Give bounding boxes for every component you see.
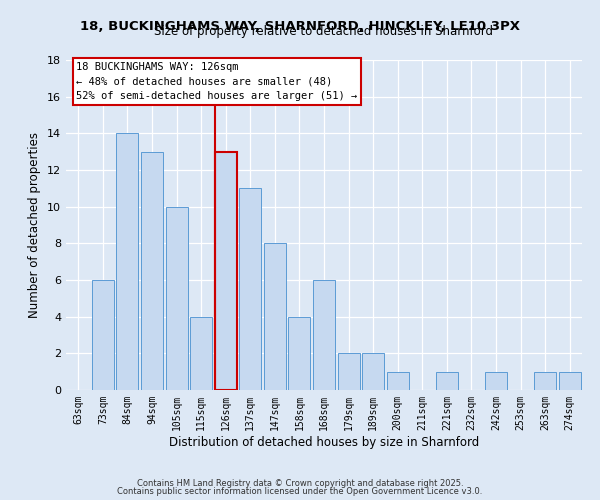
Bar [92,280,114,390]
Bar [215,152,237,390]
Bar [338,354,359,390]
Bar [485,372,507,390]
Title: Size of property relative to detached houses in Sharnford: Size of property relative to detached ho… [155,25,493,38]
Bar [190,316,212,390]
Text: Contains public sector information licensed under the Open Government Licence v3: Contains public sector information licen… [118,487,482,496]
Bar [116,134,139,390]
Text: 18, BUCKINGHAMS WAY, SHARNFORD, HINCKLEY, LE10 3PX: 18, BUCKINGHAMS WAY, SHARNFORD, HINCKLEY… [80,20,520,33]
X-axis label: Distribution of detached houses by size in Sharnford: Distribution of detached houses by size … [169,436,479,448]
Bar [239,188,262,390]
Bar [386,372,409,390]
Bar [215,152,237,390]
Bar [166,206,188,390]
Bar [289,316,310,390]
Bar [264,244,286,390]
Y-axis label: Number of detached properties: Number of detached properties [28,132,41,318]
Bar [436,372,458,390]
Bar [141,152,163,390]
Bar [313,280,335,390]
Text: 18 BUCKINGHAMS WAY: 126sqm
← 48% of detached houses are smaller (48)
52% of semi: 18 BUCKINGHAMS WAY: 126sqm ← 48% of deta… [76,62,358,101]
Bar [534,372,556,390]
Bar [362,354,384,390]
Text: Contains HM Land Registry data © Crown copyright and database right 2025.: Contains HM Land Registry data © Crown c… [137,478,463,488]
Bar [559,372,581,390]
